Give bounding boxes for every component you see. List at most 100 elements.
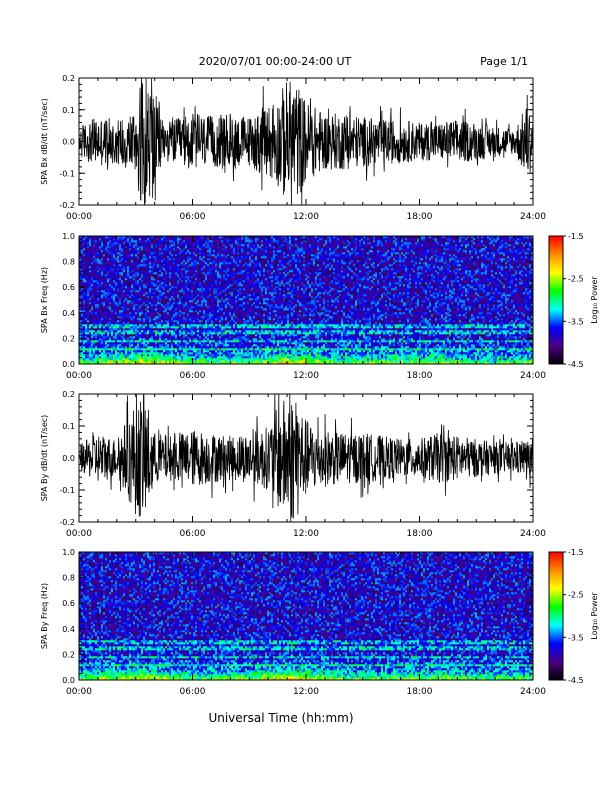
bx-spectrogram-cell	[135, 314, 137, 316]
bx-spectrogram-cell	[105, 270, 107, 272]
bx-spectrogram-cell	[207, 348, 209, 350]
bx-spectrogram-cell	[225, 322, 227, 324]
bx-spectrogram-cell	[85, 258, 87, 260]
bx-spectrogram-cell	[147, 322, 149, 324]
bx-spectrogram-cell	[107, 290, 109, 292]
bx-spectrogram-cell	[207, 338, 209, 340]
bx-spectrogram-cell	[217, 290, 219, 292]
bx-spectrogram-cell	[99, 354, 101, 356]
bx-spectrogram-cell	[109, 238, 111, 240]
bx-spectrogram-cell	[97, 282, 99, 284]
bx-spectrogram-cell	[175, 348, 177, 350]
bx-spectrogram-cell	[181, 356, 183, 358]
bx-spectrogram-cell	[165, 270, 167, 272]
bx-spectrogram-cell	[175, 336, 177, 338]
bx-spectrogram-cell	[151, 308, 153, 310]
bx-spectrogram-cell	[203, 286, 205, 288]
bx-spectrogram-cell	[127, 276, 129, 278]
bx-spectrogram-cell	[183, 358, 185, 360]
bx-spectrogram-cell	[127, 248, 129, 250]
bx-spectrogram-cell	[127, 330, 129, 332]
bx-spectrogram-cell	[103, 306, 105, 308]
bx-spectrogram-cell	[209, 344, 211, 346]
bx-spectrogram-cell	[187, 304, 189, 306]
bx-spectrogram-cell	[189, 280, 191, 282]
bx-spectrogram-cell	[97, 330, 99, 332]
bx-spectrogram-cell	[119, 356, 121, 358]
bx-spectrogram-cell	[89, 328, 91, 330]
bx-spectrogram-cell	[135, 248, 137, 250]
bx-spectrogram-cell	[111, 270, 113, 272]
bx-spectrogram-cell	[87, 348, 89, 350]
bx-spectrogram-cell	[115, 354, 117, 356]
bx-spectrogram-cell	[147, 242, 149, 244]
bx-spectrogram-cell	[129, 276, 131, 278]
bx-spectrogram-cell	[223, 262, 225, 264]
bx-spectrogram-cell	[93, 278, 95, 280]
bx-spectrogram-cell	[213, 274, 215, 276]
bx-spectrogram-cell	[189, 314, 191, 316]
bx-spectrogram-cell	[157, 272, 159, 274]
bx-spectrogram-cell	[203, 348, 205, 350]
bx-spectrogram-cell	[83, 308, 85, 310]
bx-spectrogram-cell	[153, 330, 155, 332]
bx-spectrogram-cell	[213, 252, 215, 254]
bx-spectrogram-cell	[177, 244, 179, 246]
bx-spectrogram-cell	[227, 346, 229, 348]
bx-spectrogram-cell	[131, 344, 133, 346]
bx-spectrogram-cell	[155, 360, 157, 362]
bx-spectrogram-cell	[171, 252, 173, 254]
bx-spectrogram-cell	[99, 278, 101, 280]
bx-spectrogram-cell	[215, 284, 217, 286]
bx-spectrogram-cell	[229, 336, 231, 338]
bx-spectrogram-cell	[93, 286, 95, 288]
bx-spectrogram-cell	[211, 302, 213, 304]
bx-spectrogram-cell	[157, 326, 159, 328]
bx-spectrogram-cell	[101, 296, 103, 298]
bx-spectrogram-cell	[93, 354, 95, 356]
bx-spectrogram-cell	[209, 256, 211, 258]
bx-spectrogram-cell	[145, 348, 147, 350]
bx-spectrogram-cell	[147, 344, 149, 346]
bx-spectrogram-cell	[203, 258, 205, 260]
bx-spectrogram-cell	[101, 292, 103, 294]
bx-spectrogram-cell	[103, 348, 105, 350]
bx-spectrogram-cell	[197, 262, 199, 264]
bx-spectrogram-cell	[87, 238, 89, 240]
bx-spectrogram-cell	[181, 250, 183, 252]
bx-spectrogram-cell	[91, 308, 93, 310]
bx-spectrogram-cell	[163, 278, 165, 280]
bx-spectrogram-cell	[217, 264, 219, 266]
bx-spectrogram-cell	[103, 310, 105, 312]
bx-spectrogram-cell	[183, 240, 185, 242]
bx-spectrogram-cell	[113, 310, 115, 312]
bx-spectrogram-cell	[133, 296, 135, 298]
bx-spectrogram-cell	[117, 258, 119, 260]
bx-spectrogram-cell	[171, 346, 173, 348]
bx-spectrogram-cell	[83, 346, 85, 348]
bx-spectrogram-cell	[163, 290, 165, 292]
bx-spectrogram-cell	[131, 300, 133, 302]
bx-spectrogram-cell	[155, 284, 157, 286]
bx-spectrogram-cell	[191, 264, 193, 266]
bx-spectrogram-cell	[195, 272, 197, 274]
bx-spectrogram-cell	[175, 288, 177, 290]
bx-spectrogram-cell	[191, 334, 193, 336]
bx-spectrogram-cell	[143, 304, 145, 306]
bx-spectrogram-cell	[215, 240, 217, 242]
bx-spectrogram-cell	[159, 258, 161, 260]
bx-spectrogram-cell	[143, 252, 145, 254]
bx-spectrogram-cell	[83, 252, 85, 254]
bx-spectrogram-cell	[97, 298, 99, 300]
bx-spectrogram-cell	[217, 358, 219, 360]
bx-spectrogram-cell	[179, 260, 181, 262]
bx-spectrogram-cell	[111, 316, 113, 318]
bx-spectrogram-cell	[151, 246, 153, 248]
bx-spectrogram-cell	[81, 296, 83, 298]
bx-spectrogram-cell	[223, 284, 225, 286]
bx-spectrogram-cell	[181, 282, 183, 284]
bx-spectrogram-cell	[83, 294, 85, 296]
bx-spectrogram-cell	[85, 348, 87, 350]
bx-spectrogram-cell	[163, 302, 165, 304]
bx-spectrogram-cell	[97, 320, 99, 322]
